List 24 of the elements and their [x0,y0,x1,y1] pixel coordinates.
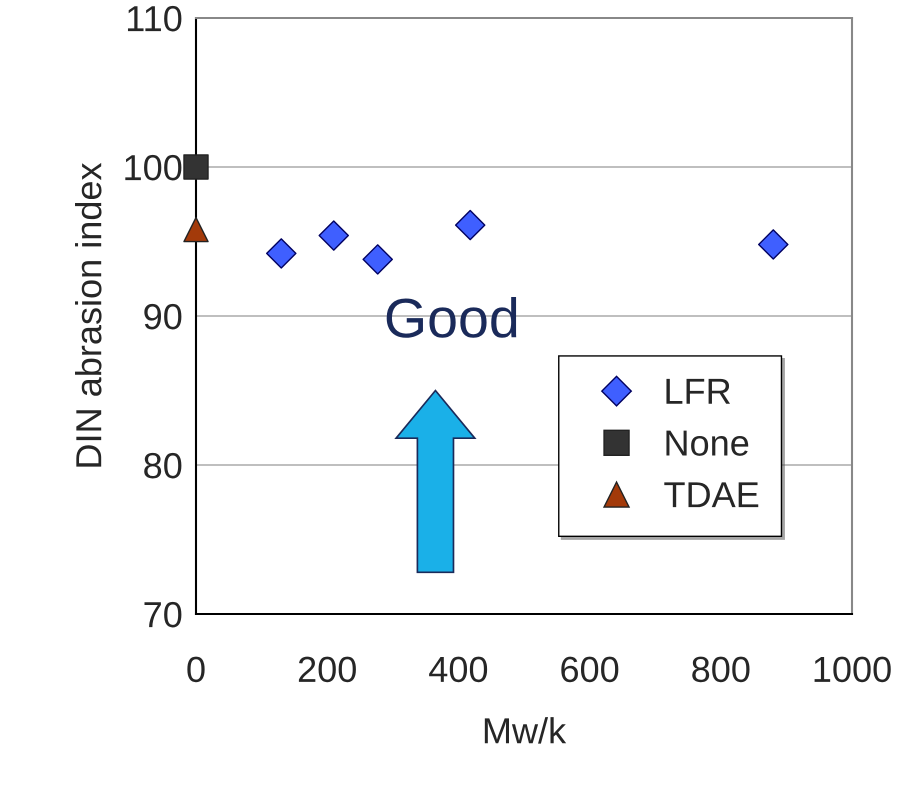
y-tick-label: 90 [144,304,182,330]
x-tick-label: 200 [298,656,356,682]
point [362,244,393,275]
x-axis-title: Mw/k [484,717,566,744]
y-axis-title: DIN abrasion index [75,162,102,467]
point [183,154,209,180]
legend-label: None [666,430,748,456]
x-tick-label: 1000 [814,656,891,682]
point [183,216,209,242]
annotation: Good [386,296,516,338]
y-tick-label: 70 [144,602,182,628]
legend-label: TDAE [664,482,758,508]
y-tick-label: 100 [125,154,182,180]
point [454,210,486,240]
y-tick-label: 110 [128,6,182,32]
x-tick-label: 800 [692,656,750,682]
point [318,220,350,251]
point [266,238,297,269]
x-tick-label: 400 [429,656,488,682]
x-tick-label: 600 [561,656,618,682]
x-tick-label: 0 [187,656,205,682]
legend-label: LFR [666,378,730,404]
point [758,229,789,260]
y-tick-label: 80 [144,452,182,478]
